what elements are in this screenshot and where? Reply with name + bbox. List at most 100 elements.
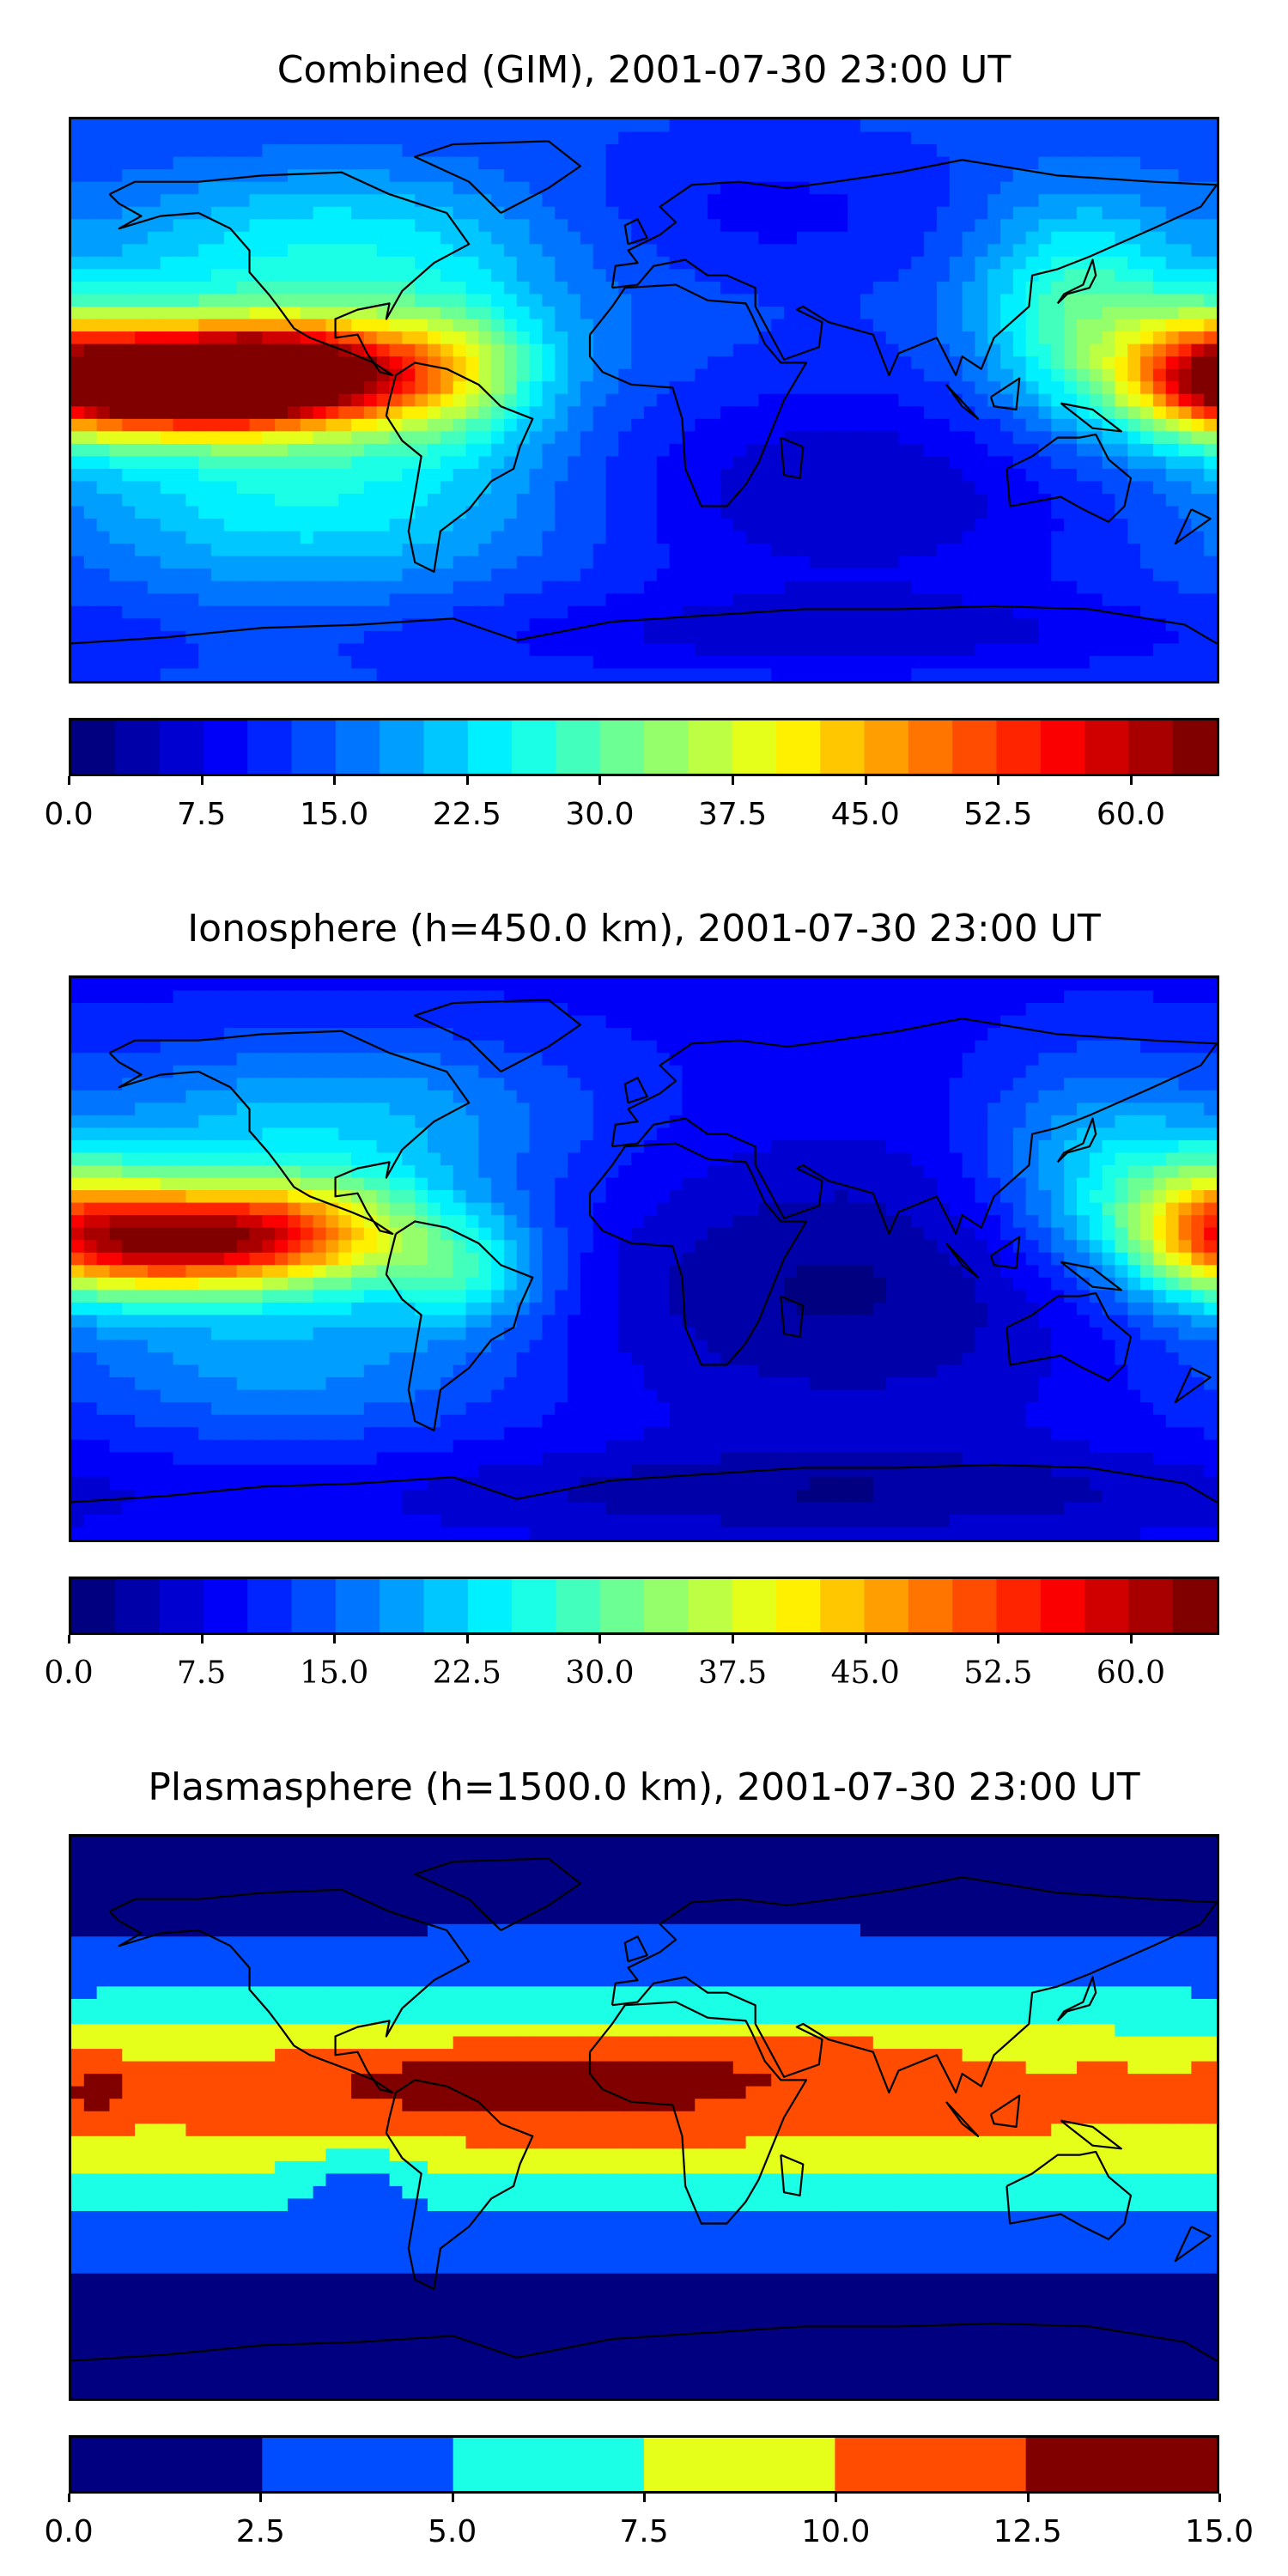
field-cell: [732, 1090, 747, 1103]
field-cell: [682, 119, 696, 133]
field-cell: [529, 605, 543, 619]
field-cell: [885, 655, 900, 670]
field-cell: [300, 1028, 314, 1042]
field-cell: [975, 456, 988, 470]
field-cell: [1025, 605, 1040, 619]
field-cell: [147, 443, 161, 457]
field-cell: [809, 494, 823, 507]
field-cell: [338, 156, 352, 170]
field-cell: [975, 556, 988, 569]
field-cell: [669, 343, 683, 357]
field-cell: [211, 468, 225, 483]
field-cell: [1089, 531, 1103, 544]
field-cell: [1051, 418, 1065, 432]
field-cell: [1140, 556, 1154, 569]
colorbar-band: [1128, 720, 1174, 774]
field-cell: [936, 506, 951, 519]
field-cell: [415, 418, 428, 432]
field-cell: [211, 269, 225, 283]
field-cell: [503, 331, 518, 345]
field-cell: [580, 381, 594, 395]
field-cell: [580, 468, 594, 483]
field-cell: [975, 1078, 988, 1091]
field-cell: [885, 331, 900, 345]
field-cell: [835, 131, 848, 145]
field-cell: [287, 468, 301, 483]
field-cell: [109, 281, 123, 295]
field-cell: [160, 393, 174, 407]
field-cell: [338, 978, 352, 992]
field-cell: [860, 593, 874, 607]
colorbar-tick-label: 15.0: [300, 797, 369, 832]
field-cell: [338, 1053, 352, 1066]
field-cell: [885, 494, 900, 507]
field-cell: [83, 294, 98, 307]
field-cell: [911, 1090, 925, 1103]
field-cell: [160, 468, 174, 483]
field-cell: [822, 381, 835, 395]
field-cell: [1165, 319, 1180, 332]
field-cell: [1076, 381, 1091, 395]
field-cell: [1089, 194, 1103, 208]
field-cell: [1115, 181, 1128, 195]
field-cell: [173, 531, 186, 544]
field-cell: [135, 568, 149, 582]
field-cell: [758, 368, 772, 382]
field-cell: [1076, 169, 1091, 183]
field-cell: [949, 1040, 963, 1054]
field-cell: [1140, 1040, 1154, 1054]
field-cell: [338, 356, 352, 370]
field-cell: [949, 194, 963, 208]
field-cell: [223, 1090, 238, 1103]
field-cell: [1102, 568, 1115, 582]
field-cell: [287, 580, 301, 594]
field-cell: [542, 206, 556, 220]
field-cell: [605, 144, 619, 158]
field-cell: [363, 231, 378, 245]
field-cell: [1038, 331, 1052, 345]
field-cell: [71, 1015, 85, 1029]
field-cell: [389, 307, 403, 320]
field-cell: [898, 1053, 912, 1066]
field-cell: [568, 119, 581, 133]
field-cell: [809, 605, 823, 619]
field-cell: [1089, 593, 1103, 607]
field-cell: [389, 131, 403, 145]
field-cell: [313, 1078, 327, 1091]
field-cell: [173, 1015, 186, 1029]
field-cell: [1000, 519, 1014, 532]
field-cell: [542, 393, 556, 407]
field-cell: [122, 418, 136, 432]
field-cell: [300, 269, 314, 283]
field-cell: [1025, 468, 1040, 483]
field-cell: [160, 119, 174, 133]
field-cell: [987, 294, 1001, 307]
field-cell: [695, 655, 708, 670]
field-cell: [1025, 643, 1040, 657]
field-cell: [848, 443, 861, 457]
field-cell: [440, 119, 454, 133]
field-cell: [987, 1065, 1001, 1078]
field-cell: [1178, 1053, 1192, 1066]
field-cell: [529, 1090, 543, 1103]
field-cell: [580, 368, 594, 382]
field-cell: [809, 544, 823, 557]
field-cell: [618, 468, 632, 483]
field-cell: [83, 580, 98, 594]
field-cell: [1064, 331, 1078, 345]
field-cell: [249, 219, 263, 233]
field-cell: [555, 256, 568, 270]
field-cell: [1140, 531, 1154, 544]
field-cell: [300, 630, 314, 644]
field-cell: [644, 206, 658, 220]
field-cell: [1051, 281, 1065, 295]
field-cell: [160, 1053, 174, 1066]
field-cell: [835, 381, 848, 395]
field-cell: [1012, 1003, 1027, 1017]
field-cell: [376, 194, 391, 208]
field-cell: [313, 668, 327, 681]
field-cell: [1204, 468, 1217, 483]
field-cell: [287, 593, 301, 607]
field-cell: [809, 580, 823, 594]
field-cell: [96, 456, 111, 470]
